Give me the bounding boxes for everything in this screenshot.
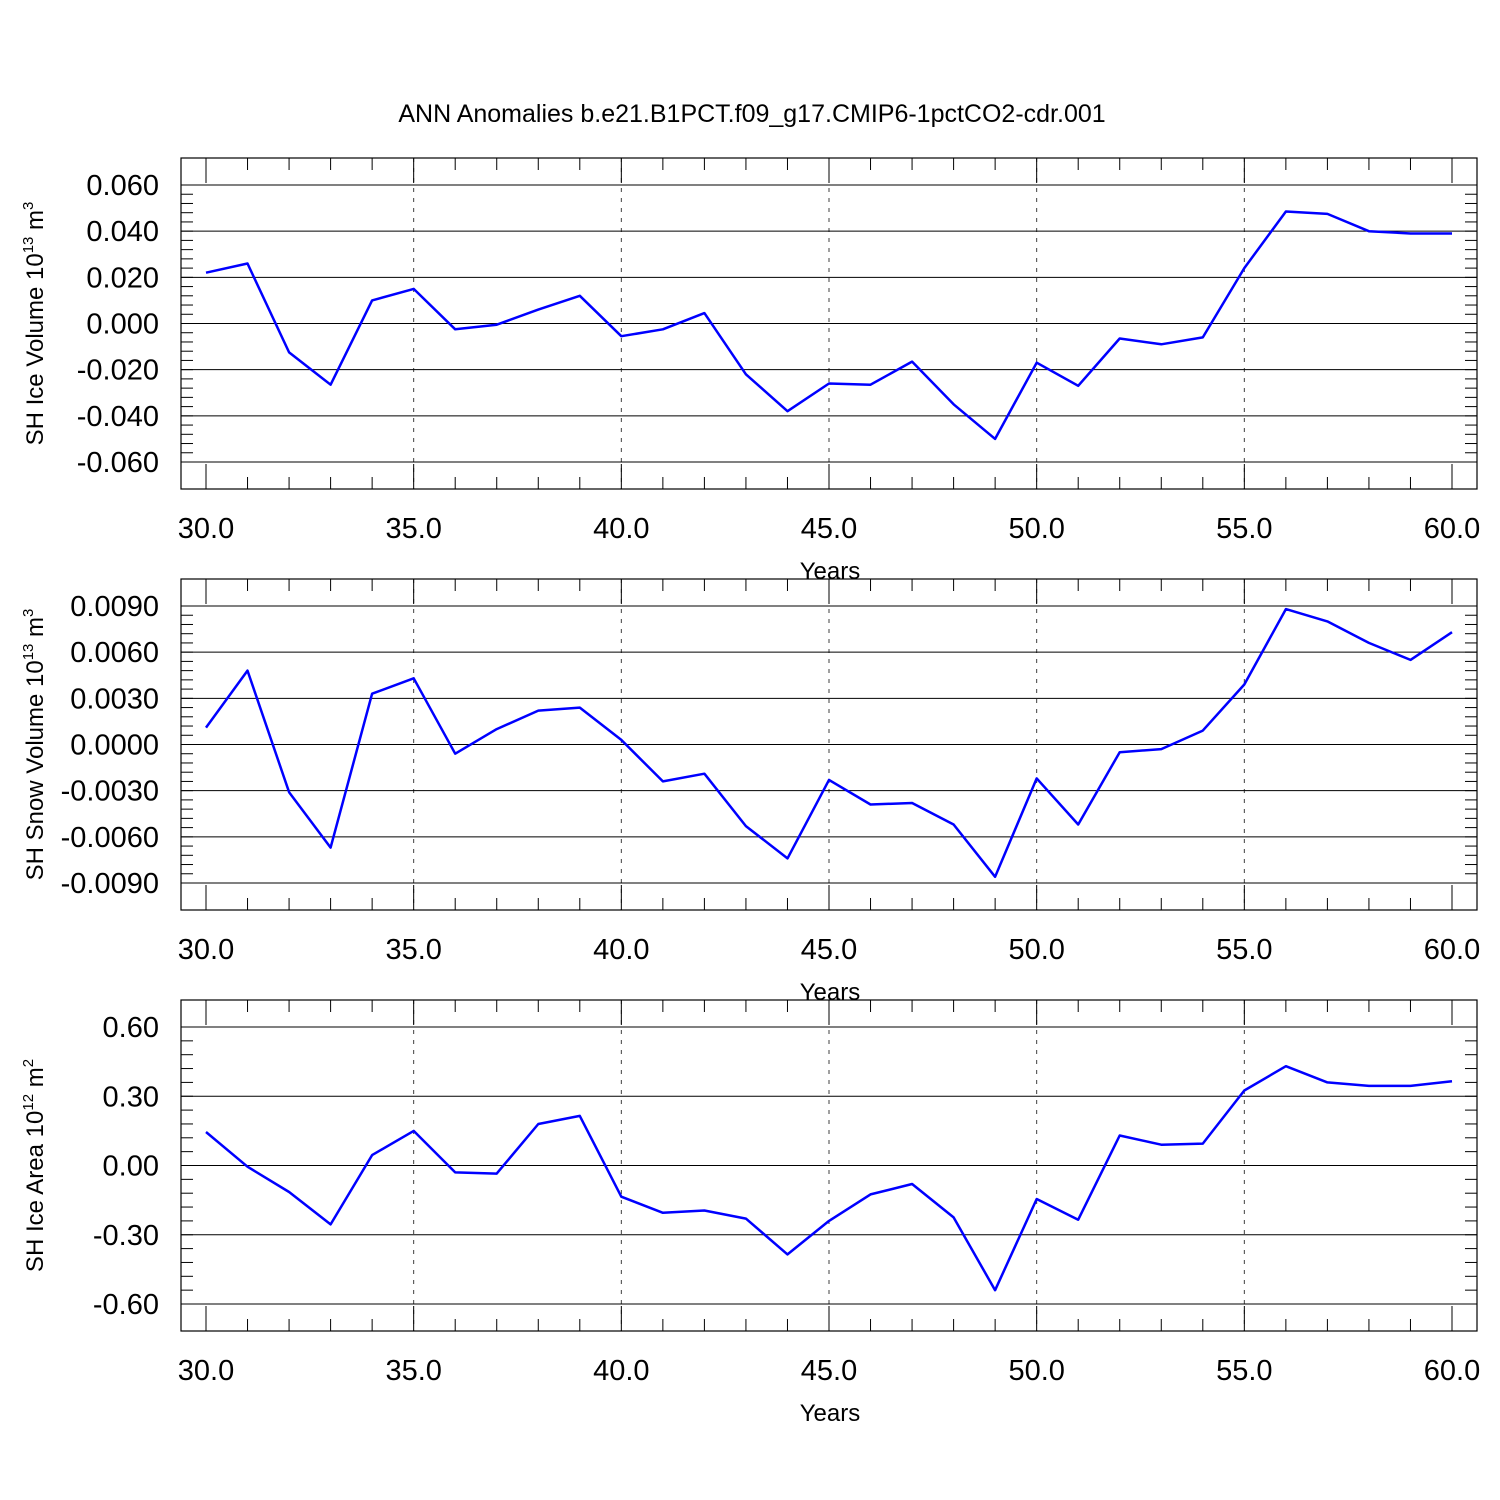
x-tick-label: 55.0 [1216,513,1272,545]
series-line [205,210,1452,441]
x-tick-label: 40.0 [593,513,649,545]
y-axis-title: SH Snow Volume 1013 m3 [20,609,49,881]
x-tick-label: 30.0 [178,934,234,966]
x-tick-label: 35.0 [385,934,441,966]
x-axis-title: Years [800,558,861,585]
plot-frame [180,578,1478,911]
x-tick-label: 30.0 [178,513,234,545]
x-tick-label: 50.0 [1008,513,1064,545]
series-line [205,1064,1453,1292]
y-axis-title: SH Ice Volume 1013 m3 [20,202,49,446]
y-tick-label: -0.060 [77,447,159,479]
panel-2: 0.0090 0.0060 0.0030 0.0000 -0.0030 -0.0060 -0… [20,578,1480,1006]
x-tick-label: 45.0 [801,513,857,545]
x-axis-title: Years [800,979,861,1006]
x-tick-label: 50.0 [1008,934,1064,966]
panel-3: 0.60 0.30 0.00 -0.30 -0.60 30.0 35.0 40.0 45.0 50… [20,999,1480,1427]
y-tick-label: 0.30 [103,1081,159,1113]
y-tick-label: 0.00 [103,1151,159,1183]
chart-title: ANN Anomalies b.e21.B1PCT.f09_g17.CMIP6-… [398,100,1105,128]
y-tick-label: -0.0060 [61,822,159,854]
plot-frame [180,157,1478,490]
x-tick-label: 45.0 [801,934,857,966]
panels-container: 0.060 0.040 0.020 0.000 -0.020 -0.040 -0.060 30… [20,157,1480,1427]
y-tick-label: -0.040 [77,401,159,433]
x-tick-label: 40.0 [593,1355,649,1387]
x-tick-label: 30.0 [178,1355,234,1387]
y-tick-label: 0.0030 [70,683,159,715]
y-tick-label: -0.020 [77,355,159,387]
y-tick-label: -0.0030 [61,776,159,808]
panel-1: 0.060 0.040 0.020 0.000 -0.020 -0.040 -0.060 30… [20,157,1480,585]
y-axis-title: SH Ice Area 1012 m2 [20,1059,49,1272]
x-tick-label: 60.0 [1424,513,1480,545]
x-tick-label: 55.0 [1216,1355,1272,1387]
y-tick-label: 0.000 [86,309,159,341]
y-tick-label: 0.060 [86,170,159,202]
x-tick-label: 55.0 [1216,934,1272,966]
x-tick-label: 60.0 [1424,1355,1480,1387]
x-tick-label: 45.0 [801,1355,857,1387]
plot-frame [180,999,1478,1332]
x-axis-title: Years [800,1400,861,1427]
x-tick-label: 50.0 [1008,1355,1064,1387]
x-tick-label: 35.0 [385,513,441,545]
y-tick-label: -0.0090 [61,868,159,900]
y-tick-label: -0.30 [93,1220,159,1252]
y-tick-label: 0.60 [103,1012,159,1044]
x-tick-label: 40.0 [593,934,649,966]
x-tick-label: 35.0 [385,1355,441,1387]
y-tick-label: 0.0090 [70,591,159,623]
y-tick-label: -0.60 [93,1289,159,1321]
y-tick-label: 0.0000 [70,730,159,762]
x-tick-label: 60.0 [1424,934,1480,966]
y-tick-label: 0.040 [86,216,159,248]
y-tick-label: 0.0060 [70,637,159,669]
y-tick-label: 0.020 [86,262,159,294]
